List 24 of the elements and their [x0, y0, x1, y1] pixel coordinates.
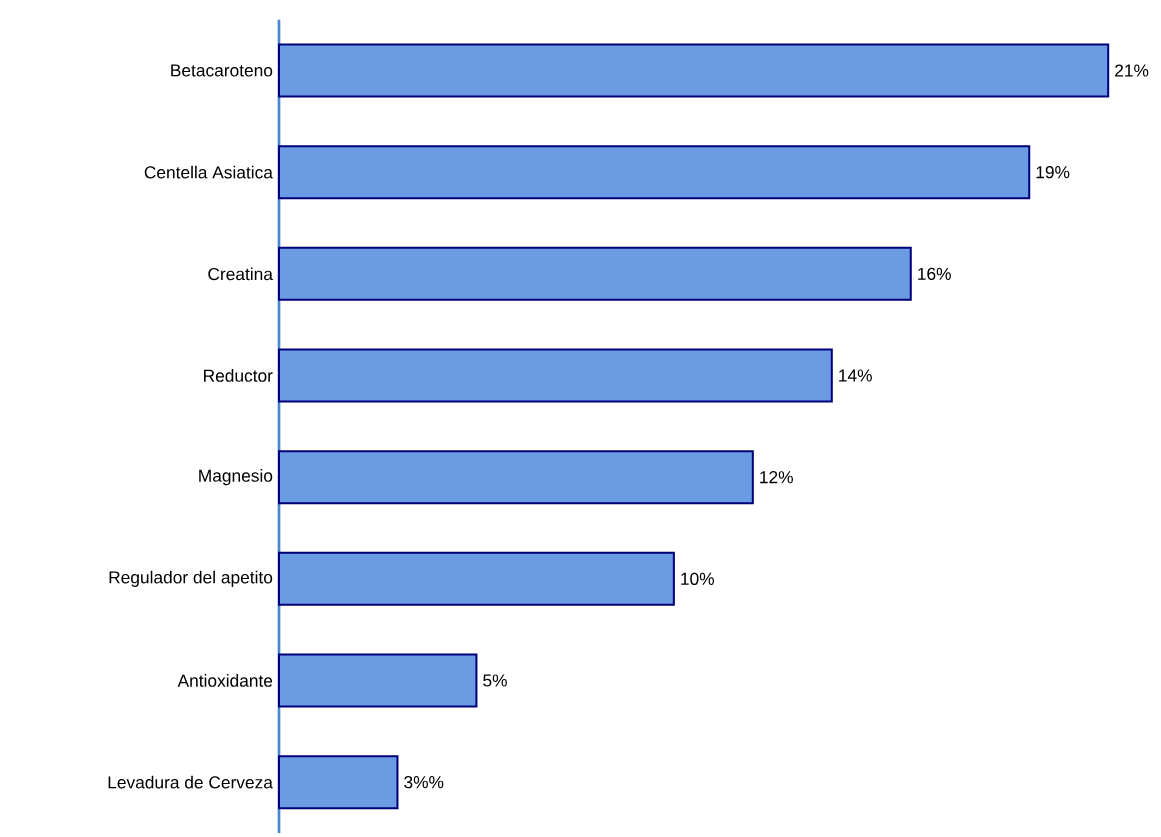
- data-label: 21%: [1115, 64, 1149, 77]
- bar: [278, 653, 478, 708]
- y-tick-label: Levadura de Cerveza: [108, 775, 273, 789]
- data-label: 3%%: [404, 776, 444, 789]
- data-label: 5%: [483, 674, 507, 687]
- y-tick-label: Betacaroteno: [171, 64, 273, 77]
- y-tick-label: Magnesio: [199, 469, 273, 486]
- data-label: 10%: [681, 572, 714, 585]
- data-label: 16%: [918, 267, 951, 280]
- y-tick-label: Antioxidante: [177, 674, 273, 687]
- bar: [278, 450, 754, 505]
- bar: [278, 755, 399, 810]
- bar: [278, 348, 833, 403]
- data-label: 12%: [760, 471, 793, 484]
- y-tick-label: Creatina: [208, 267, 273, 281]
- y-tick-label: Centella Asiatica: [144, 165, 273, 179]
- y-tick-label: Reductor: [204, 369, 273, 382]
- bar: [278, 145, 1031, 200]
- data-label: 14%: [839, 369, 872, 382]
- y-tick-label: Regulador del apetito: [109, 570, 273, 587]
- bar: [278, 551, 675, 606]
- bar: [278, 43, 1110, 98]
- data-label: 19%: [1036, 166, 1070, 179]
- bar: [278, 246, 912, 301]
